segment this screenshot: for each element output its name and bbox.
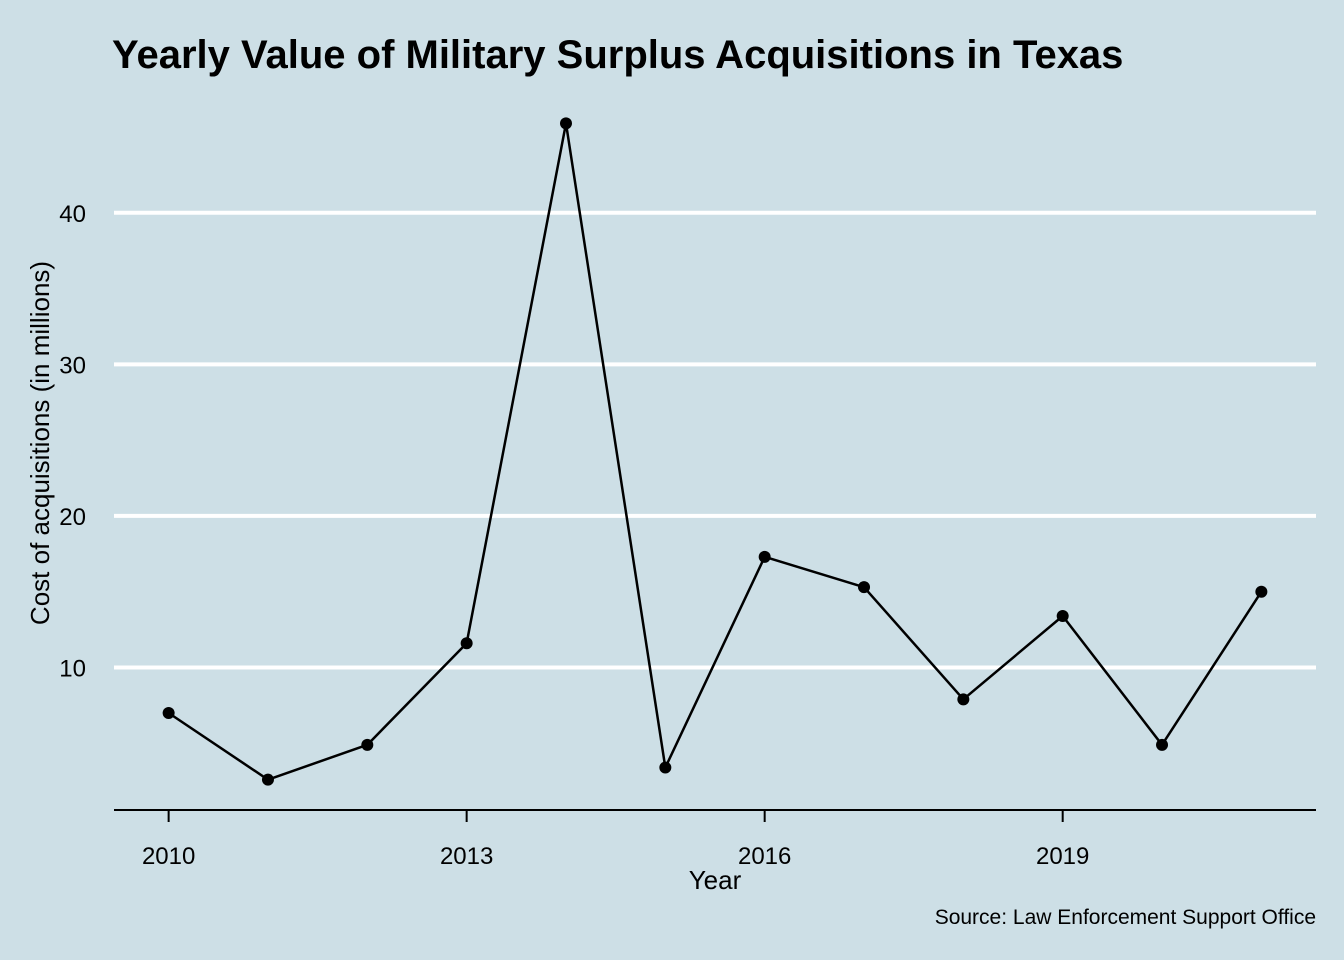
x-tick-label: 2010 xyxy=(142,843,195,870)
data-point xyxy=(559,117,572,130)
series-line xyxy=(167,122,1263,781)
data-point xyxy=(659,761,672,774)
data-point xyxy=(758,550,771,563)
gridlines xyxy=(114,210,1316,670)
y-tick-label: 20 xyxy=(59,504,86,531)
y-axis-tick-labels: 10 20 30 40 xyxy=(59,201,86,683)
data-point xyxy=(957,693,970,706)
data-point xyxy=(162,706,175,719)
y-tick-label: 10 xyxy=(59,656,86,683)
data-point xyxy=(858,581,871,594)
data-point xyxy=(1056,609,1069,622)
x-tick-label: 2016 xyxy=(738,843,791,870)
y-tick-label: 40 xyxy=(59,201,86,228)
y-axis-title: Cost of acquisitions (in millions) xyxy=(25,261,55,625)
chart-title: Yearly Value of Military Surplus Acquisi… xyxy=(112,33,1123,77)
data-point xyxy=(261,773,274,786)
data-point xyxy=(1156,738,1169,751)
x-axis-ticks: 2010 2013 2016 2019 xyxy=(142,810,1089,870)
x-tick-label: 2013 xyxy=(440,843,493,870)
source-caption: Source: Law Enforcement Support Office xyxy=(935,906,1316,929)
data-point xyxy=(1255,585,1268,598)
y-tick-label: 30 xyxy=(59,352,86,379)
data-point xyxy=(460,637,473,650)
x-axis-title: Year xyxy=(689,865,742,895)
data-points xyxy=(162,117,1268,786)
data-point xyxy=(361,738,374,751)
x-tick-label: 2019 xyxy=(1036,843,1089,870)
